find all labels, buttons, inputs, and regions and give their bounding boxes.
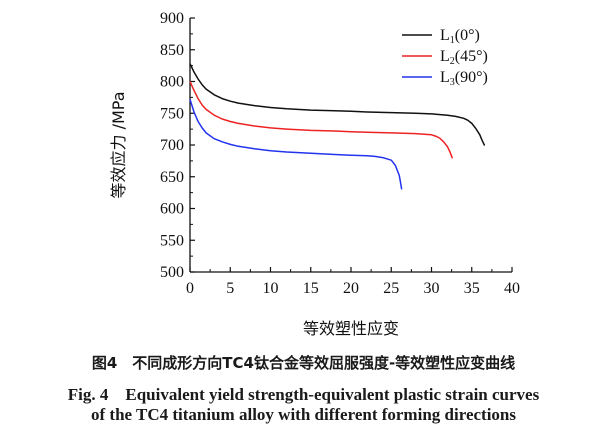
x-tick-label: 15 [303, 280, 319, 297]
legend-label-1: L1(0°) [440, 27, 480, 46]
x-tick-label: 25 [383, 280, 399, 297]
y-tick-label: 900 [160, 10, 184, 27]
legend: L1(0°) L2(45°) L3(90°) [402, 27, 488, 88]
x-tick-label: 35 [464, 280, 480, 297]
series-line-2 [189, 81, 454, 159]
figure-caption-english-line1: Fig. 4 Equivalent yield strength-equival… [67, 385, 540, 404]
y-tick-label: 750 [160, 105, 184, 122]
x-tick-label: 10 [263, 280, 279, 297]
y-tick-label: 600 [160, 201, 184, 218]
x-axis-label: 等效塑性应变 [303, 319, 399, 338]
series-line-3 [189, 99, 403, 190]
y-tick-label: 500 [160, 264, 184, 281]
legend-label-3: L3(90°) [440, 69, 488, 88]
x-tick-label: 5 [226, 280, 234, 297]
data-series [189, 63, 486, 190]
y-tick-label: 650 [160, 169, 184, 186]
x-tick-label: 0 [186, 280, 194, 297]
figure-caption-chinese: 图4 不同成形方向TC4钛合金等效屈服强度-等效塑性应变曲线 [91, 354, 516, 372]
series-line-1 [189, 63, 486, 146]
y-tick-label: 850 [160, 42, 184, 59]
stress-strain-chart: 500 550 600 650 700 750 800 850 900 0 5 10 15 20 25 30 3… [109, 10, 520, 338]
legend-label-2: L2(45°) [440, 48, 488, 67]
x-tick-label: 40 [504, 280, 520, 297]
y-tick-label: 700 [160, 137, 184, 154]
x-tick-label: 30 [424, 280, 440, 297]
figure-caption-english-line2: of the TC4 titanium alloy with different… [91, 405, 516, 424]
y-tick-label: 550 [160, 232, 184, 249]
y-tick-label: 800 [160, 74, 184, 91]
x-tick-label: 20 [343, 280, 359, 297]
y-axis-label: 等效应力 /MPa [109, 91, 128, 198]
axis-ticks: 500 550 600 650 700 750 800 850 900 0 5 10 15 20 25 30 3… [160, 10, 520, 297]
